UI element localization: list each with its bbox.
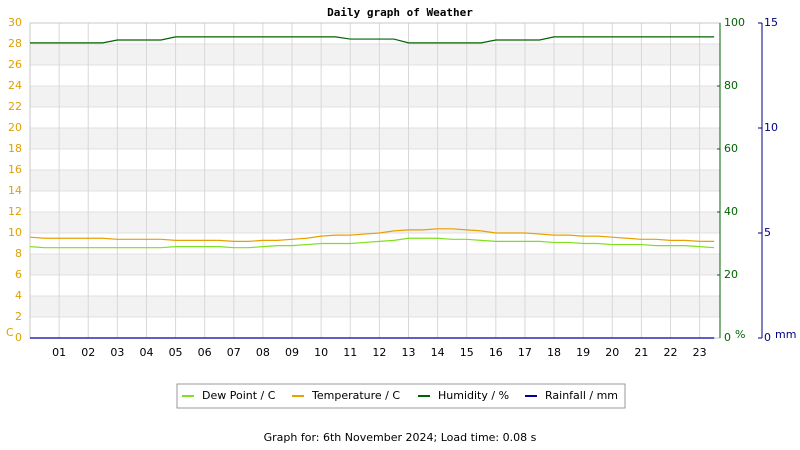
y-tick-label: 2 [15,310,22,323]
legend-label: Humidity / % [438,389,509,402]
grid-band [30,254,720,275]
x-tick-label: 16 [489,346,503,359]
x-tick-label: 09 [285,346,299,359]
series-line [30,36,715,44]
grid-band [30,128,720,149]
y3-tick-label: 0 [764,331,771,344]
y-tick-label: 22 [8,100,22,113]
y-tick-label: 24 [8,79,22,92]
x-tick-label: 14 [431,346,445,359]
y3-tick-label: 5 [764,226,771,239]
x-tick-label: 01 [52,346,66,359]
grid-band [30,170,720,191]
y-tick-label: 6 [15,268,22,281]
x-tick-label: 12 [372,346,386,359]
grid-band [30,44,720,65]
x-tick-label: 18 [547,346,561,359]
x-tick-label: 06 [198,346,212,359]
y2-tick-label: 20 [724,268,738,281]
y3-tick-label: 15 [764,16,778,29]
legend-label: Dew Point / C [202,389,276,402]
legend-box [176,383,626,409]
x-tick-label: 02 [81,346,95,359]
legend-label: Temperature / C [311,389,400,402]
y3-tick-label: 10 [764,121,778,134]
x-tick-label: 13 [401,346,415,359]
x-tick-label: 19 [576,346,590,359]
x-tick-label: 22 [664,346,678,359]
y-tick-label: 28 [8,37,22,50]
y-tick-label: 14 [8,184,22,197]
y-tick-label: 26 [8,58,22,71]
x-tick-label: 21 [634,346,648,359]
x-tick-label: 05 [169,346,183,359]
series-line [29,228,715,242]
y2-axis-unit: % [735,328,745,341]
y-tick-label: 8 [15,247,22,260]
y2-tick-label: 60 [724,142,738,155]
x-tick-label: 10 [314,346,328,359]
x-tick-label: 04 [139,346,153,359]
y-tick-label: 18 [8,142,22,155]
x-tick-label: 07 [227,346,241,359]
x-tick-label: 15 [460,346,474,359]
x-tick-label: 20 [605,346,619,359]
grid-band [30,86,720,107]
y-tick-label: 12 [8,205,22,218]
y-tick-label: 4 [15,289,22,302]
legend-label: Rainfall / mm [545,389,618,402]
grid-band [30,296,720,317]
legend: Dew Point / C Temperature / C Humidity / %… [176,383,626,409]
x-tick-label: 11 [343,346,357,359]
x-tick-label: 23 [693,346,707,359]
y2-tick-label: 80 [724,79,738,92]
chart-title: Daily graph of Weather [327,6,473,19]
y2-tick-label: 100 [724,16,745,29]
y-tick-label: 16 [8,163,22,176]
y-tick-label: 20 [8,121,22,134]
y2-tick-label: 40 [724,205,738,218]
x-tick-label: 08 [256,346,270,359]
x-tick-label: 17 [518,346,532,359]
y-tick-label: 0 [15,331,22,344]
y2-tick-label: 0 [724,331,731,344]
y-axis-unit: C [6,326,14,339]
series-line [29,237,715,249]
x-tick-label: 03 [110,346,124,359]
y3-axis-unit: mm [775,328,796,341]
footer: Graph for: 6th November 2024; Load time:… [264,431,537,444]
grid-band [30,212,720,233]
y-tick-label: 10 [8,226,22,239]
y-tick-label: 30 [8,16,22,29]
